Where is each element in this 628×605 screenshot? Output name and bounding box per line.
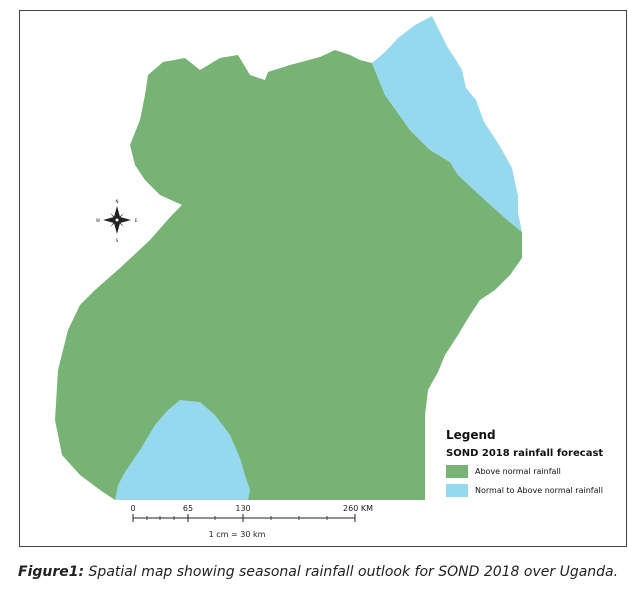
legend-label-above-normal: Above normal rainfall xyxy=(475,467,561,476)
caption-label: Figure1: xyxy=(18,564,85,580)
legend-subtitle: SOND 2018 rainfall forecast xyxy=(446,448,604,459)
scale-ratio: 1 cm = 30 km xyxy=(209,530,266,539)
south-west-normal-region xyxy=(115,400,250,500)
legend-item-normal-to-above: Normal to Above normal rainfall xyxy=(446,484,616,497)
svg-text:E: E xyxy=(135,218,138,223)
caption-text: Spatial map showing seasonal rainfall ou… xyxy=(88,564,619,580)
scale-tick-260: 260 KM xyxy=(343,504,373,513)
legend-title: Legend xyxy=(446,428,496,442)
scale-tick-65: 65 xyxy=(183,504,193,513)
legend-item-above-normal: Above normal rainfall xyxy=(446,465,616,478)
north-east-normal-region xyxy=(372,16,522,232)
legend-swatch-above-normal xyxy=(446,465,468,478)
compass-rose-icon: N S W E xyxy=(96,199,138,243)
legend: Legend SOND 2018 rainfall forecast Above… xyxy=(446,428,616,497)
legend-label-normal-to-above: Normal to Above normal rainfall xyxy=(475,486,603,495)
scale-bar: 0 65 130 260 KM 1 cm = 30 km xyxy=(130,504,373,539)
svg-text:W: W xyxy=(96,218,100,223)
scale-tick-130: 130 xyxy=(235,504,250,513)
legend-swatch-normal-to-above xyxy=(446,484,468,497)
scale-tick-0: 0 xyxy=(130,504,135,513)
svg-text:S: S xyxy=(116,238,119,243)
figure-caption: Figure1: Spatial map showing seasonal ra… xyxy=(18,563,623,581)
above-normal-region xyxy=(55,50,522,500)
svg-text:N: N xyxy=(116,199,119,204)
